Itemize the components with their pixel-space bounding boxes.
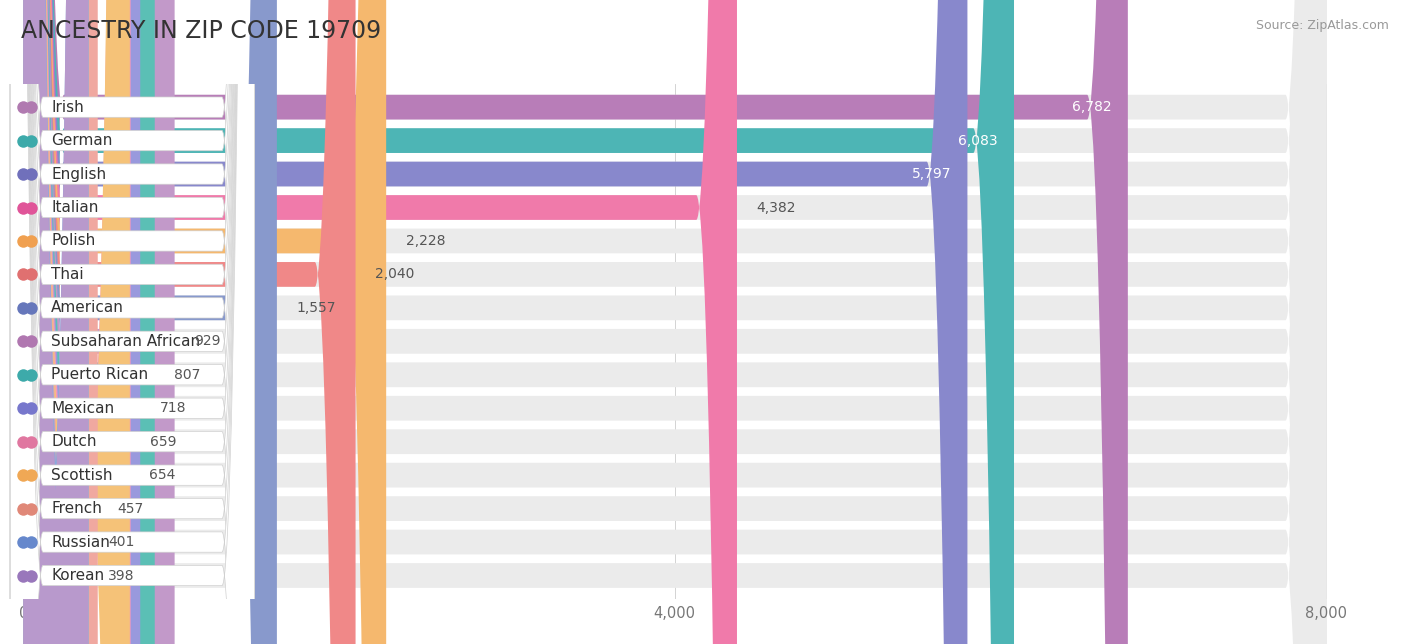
FancyBboxPatch shape: [24, 0, 387, 644]
FancyBboxPatch shape: [24, 0, 174, 644]
Text: 5,797: 5,797: [911, 167, 950, 181]
FancyBboxPatch shape: [24, 0, 89, 644]
FancyBboxPatch shape: [24, 0, 155, 644]
FancyBboxPatch shape: [24, 0, 1014, 644]
Text: Mexican: Mexican: [51, 401, 114, 416]
FancyBboxPatch shape: [24, 0, 1326, 644]
Text: French: French: [51, 501, 101, 516]
FancyBboxPatch shape: [24, 0, 737, 644]
FancyBboxPatch shape: [10, 0, 254, 644]
FancyBboxPatch shape: [24, 0, 277, 644]
Text: American: American: [51, 300, 124, 316]
FancyBboxPatch shape: [24, 0, 1326, 644]
FancyBboxPatch shape: [10, 0, 254, 644]
Text: 6,083: 6,083: [957, 133, 998, 147]
Text: Italian: Italian: [51, 200, 98, 215]
Text: 401: 401: [108, 535, 135, 549]
FancyBboxPatch shape: [24, 0, 89, 644]
FancyBboxPatch shape: [10, 0, 254, 644]
FancyBboxPatch shape: [10, 0, 254, 644]
Text: Scottish: Scottish: [51, 468, 112, 482]
FancyBboxPatch shape: [24, 0, 1326, 644]
FancyBboxPatch shape: [10, 0, 254, 644]
FancyBboxPatch shape: [24, 0, 1128, 644]
Text: Polish: Polish: [51, 234, 96, 249]
Text: 398: 398: [108, 569, 134, 583]
FancyBboxPatch shape: [24, 0, 1326, 644]
FancyBboxPatch shape: [10, 0, 254, 644]
Text: ANCESTRY IN ZIP CODE 19709: ANCESTRY IN ZIP CODE 19709: [21, 19, 381, 43]
Text: 659: 659: [150, 435, 177, 449]
FancyBboxPatch shape: [10, 0, 254, 644]
Text: Dutch: Dutch: [51, 434, 97, 449]
FancyBboxPatch shape: [24, 0, 1326, 644]
FancyBboxPatch shape: [10, 0, 254, 644]
Text: German: German: [51, 133, 112, 148]
FancyBboxPatch shape: [10, 0, 254, 644]
Text: Korean: Korean: [51, 568, 104, 583]
FancyBboxPatch shape: [10, 0, 254, 644]
FancyBboxPatch shape: [10, 0, 254, 644]
FancyBboxPatch shape: [24, 0, 1326, 644]
FancyBboxPatch shape: [24, 0, 356, 644]
Text: Thai: Thai: [51, 267, 83, 282]
FancyBboxPatch shape: [10, 0, 254, 644]
Text: 2,228: 2,228: [406, 234, 446, 248]
Text: Subsaharan African: Subsaharan African: [51, 334, 200, 349]
Text: 4,382: 4,382: [756, 200, 796, 214]
FancyBboxPatch shape: [24, 0, 1326, 644]
FancyBboxPatch shape: [10, 0, 254, 644]
FancyBboxPatch shape: [24, 0, 129, 644]
Text: 807: 807: [174, 368, 201, 382]
Text: 718: 718: [160, 401, 186, 415]
FancyBboxPatch shape: [24, 0, 1326, 644]
Text: Puerto Rican: Puerto Rican: [51, 367, 148, 383]
Text: English: English: [51, 167, 105, 182]
Text: 654: 654: [149, 468, 176, 482]
FancyBboxPatch shape: [10, 0, 254, 644]
Text: 929: 929: [194, 334, 221, 348]
Text: Source: ZipAtlas.com: Source: ZipAtlas.com: [1256, 19, 1389, 32]
FancyBboxPatch shape: [24, 0, 1326, 644]
FancyBboxPatch shape: [24, 0, 1326, 644]
Text: Russian: Russian: [51, 535, 110, 549]
Text: 2,040: 2,040: [375, 267, 415, 281]
FancyBboxPatch shape: [24, 0, 1326, 644]
FancyBboxPatch shape: [24, 0, 1326, 644]
FancyBboxPatch shape: [24, 0, 1326, 644]
Text: 6,782: 6,782: [1071, 100, 1112, 114]
FancyBboxPatch shape: [24, 0, 131, 644]
FancyBboxPatch shape: [24, 0, 967, 644]
Text: 457: 457: [117, 502, 143, 516]
FancyBboxPatch shape: [24, 0, 1326, 644]
FancyBboxPatch shape: [24, 0, 98, 644]
Text: Irish: Irish: [51, 100, 84, 115]
FancyBboxPatch shape: [10, 0, 254, 644]
Text: 1,557: 1,557: [297, 301, 336, 315]
FancyBboxPatch shape: [24, 0, 141, 644]
FancyBboxPatch shape: [24, 0, 1326, 644]
